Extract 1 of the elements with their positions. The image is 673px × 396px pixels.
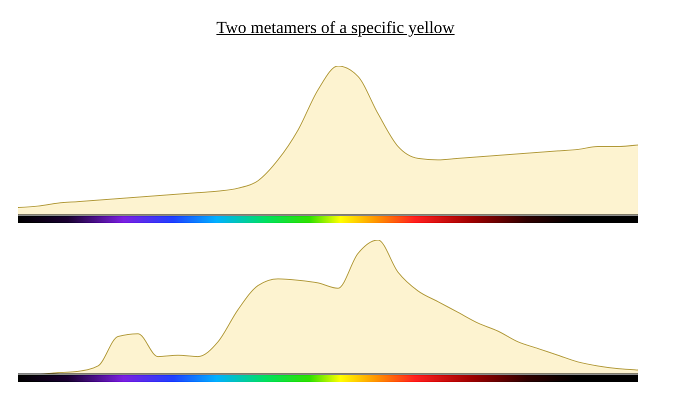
- chart-title: Two metamers of a specific yellow: [215, 18, 456, 38]
